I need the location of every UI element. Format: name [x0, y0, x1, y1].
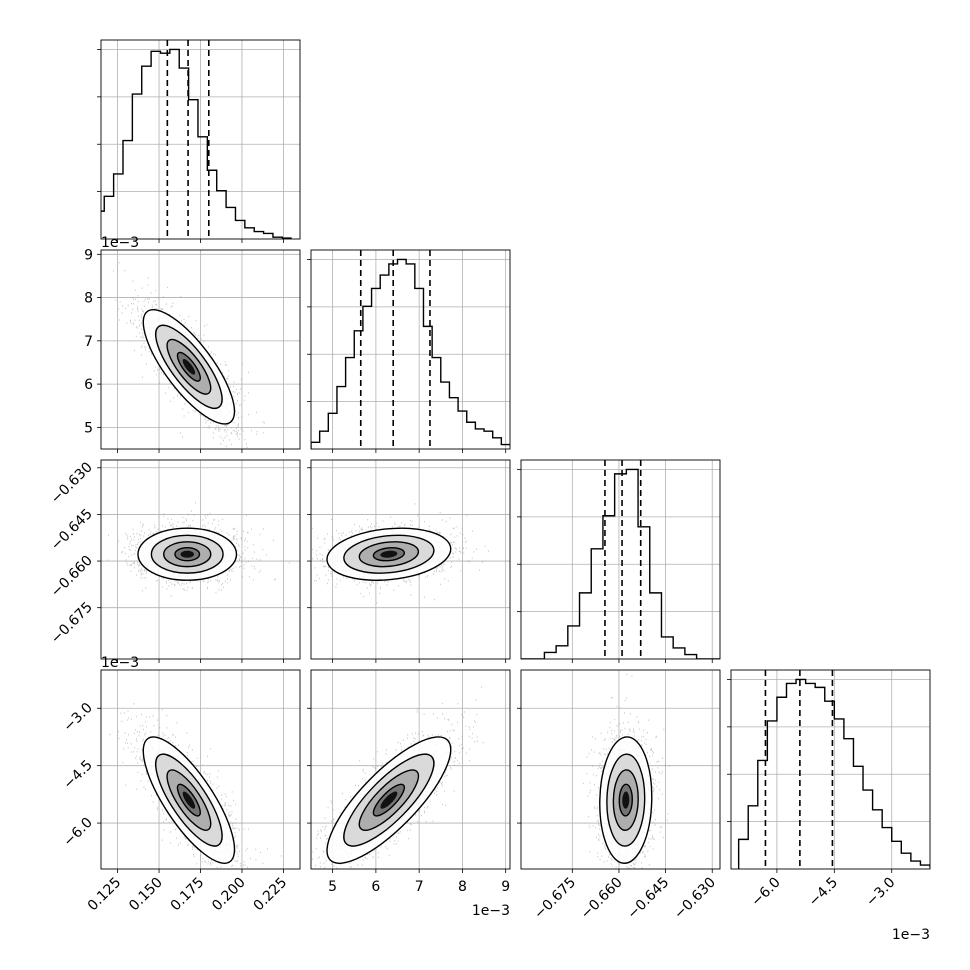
panel-3-0: −6.0 −4.5 −3.0 1e−3 0.125 0.150 0.175 0.200 0.22…	[60, 655, 301, 915]
histogram-1	[311, 258, 510, 449]
panel-frame	[100, 249, 301, 450]
density-peak	[380, 550, 398, 558]
xtick-label-c0-3: 0.200	[209, 875, 249, 915]
panel-frame	[100, 39, 301, 240]
panel-1-1	[307, 249, 511, 453]
xtick-label-c2-2: −0.645	[624, 875, 672, 923]
ytick-label-r3-2: −3.0	[60, 700, 95, 735]
histogram-0	[101, 48, 292, 239]
panel-2-2	[517, 459, 721, 663]
xtick-label-c3-1: −4.5	[806, 875, 841, 910]
density-peak	[182, 359, 196, 375]
ytick-label-r2-2: −0.645	[48, 506, 96, 554]
panel-2-0: −0.675−0.660−0.645−0.630	[48, 459, 301, 663]
xtick-label-c1-4: 9	[501, 879, 510, 895]
xtick-label-c2-0: −0.675	[531, 875, 579, 923]
xtick-label-c3-0: −6.0	[748, 875, 783, 910]
ytick-label-r1-3: 8	[84, 291, 93, 307]
xtick-label-c1-1: 6	[371, 879, 380, 895]
panel-frame	[730, 669, 931, 870]
panel-2-1	[307, 459, 511, 663]
ytick-label-r2-1: −0.660	[48, 553, 96, 601]
xtick-label-c2-3: −0.630	[671, 875, 719, 923]
yaxis-offset-label-3: 1e−3	[101, 655, 139, 671]
panel-frame	[100, 669, 301, 870]
density-peak	[180, 550, 194, 558]
panel-3-3: −6.0 −4.5 −3.0 1e−3	[727, 669, 931, 943]
density-peak	[380, 791, 398, 809]
panel-frame	[310, 459, 511, 660]
panel-frame	[100, 459, 301, 660]
panel-frame	[520, 669, 721, 870]
panel-1-0: 5 6 7 8 9 1e−3	[84, 235, 301, 453]
ytick-label-r3-0: −6.0	[60, 815, 95, 850]
xtick-label-c0-2: 0.175	[168, 875, 208, 915]
ytick-label-r1-4: 9	[84, 247, 93, 263]
xtick-label-c2-1: −0.660	[578, 875, 626, 923]
panel-frame	[520, 459, 721, 660]
histogram-2	[521, 468, 720, 659]
xtick-label-c3-2: −3.0	[863, 875, 898, 910]
panel-frame	[310, 249, 511, 450]
ytick-label-r2-3: −0.630	[48, 459, 96, 507]
ytick-label-r1-0: 5	[84, 420, 93, 436]
ytick-label-r2-0: −0.675	[48, 599, 96, 647]
xaxis-offset-label-1: 1e−3	[472, 903, 510, 919]
xaxis-offset-label-3: 1e−3	[892, 927, 930, 943]
panel-0-0	[97, 39, 301, 243]
yaxis-offset-label-1: 1e−3	[101, 235, 139, 251]
panel-3-2: −0.675−0.660−0.645−0.630	[517, 669, 721, 923]
panel-frame	[310, 669, 511, 870]
xtick-label-c0-1: 0.150	[126, 875, 166, 915]
ytick-label-r1-2: 7	[84, 334, 93, 350]
panel-3-1: 5 6 7 8 9 1e−3	[307, 669, 511, 919]
density-peak	[182, 791, 196, 809]
xtick-label-c0-0: 0.125	[85, 875, 125, 915]
ytick-label-r1-1: 6	[84, 377, 93, 393]
xtick-label-c1-3: 8	[458, 879, 467, 895]
xtick-label-c1-2: 7	[415, 879, 424, 895]
density-peak	[622, 791, 630, 809]
xtick-label-c0-4: 0.225	[251, 875, 291, 915]
xtick-label-c1-0: 5	[328, 879, 337, 895]
histogram-3	[737, 678, 930, 869]
ytick-label-r3-1: −4.5	[60, 757, 95, 792]
